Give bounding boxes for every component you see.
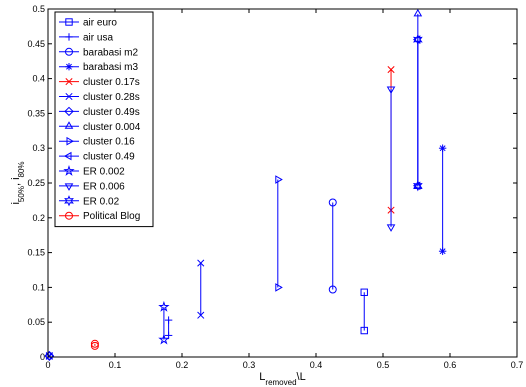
point-extra-14-high	[197, 259, 205, 267]
legend-label-air-euro: air euro	[83, 18, 117, 29]
point-cluster-0-004-high	[413, 8, 423, 17]
legend-marker-political-blog	[65, 211, 73, 220]
legend-marker-er-0-002	[63, 165, 75, 176]
point-barabasi-m2-low	[328, 285, 337, 294]
point-air-usa-high	[164, 316, 173, 324]
x-tick-label: 0.2	[176, 360, 189, 370]
axes: 0 0.1 0.2 0.3 0.4 0.5 0.6 0.7 0 0.05 0.1 0.15 0.2 0.2…	[27, 4, 523, 370]
legend-marker-barabasi-m2	[65, 47, 73, 56]
legend-marker-cluster-0-16	[66, 136, 75, 146]
x-tick-label: 0	[45, 360, 50, 370]
legend-marker-cluster-0-004	[64, 121, 74, 129]
legend-label-er-0-002: ER 0.002	[83, 167, 125, 178]
point-cluster-0-17s-high	[387, 65, 395, 74]
chart-marks	[44, 8, 447, 362]
x-tick-label: 0.7	[511, 360, 524, 370]
legend-label-cluster-0-49s: cluster 0.49s	[83, 107, 140, 118]
point-air-euro-low	[360, 326, 368, 335]
legend-marker-er-0-006	[64, 183, 74, 191]
x-tick-label: 0.1	[109, 360, 122, 370]
point-extra-14-low	[197, 311, 205, 319]
legend-label-er-0-02: ER 0.02	[83, 196, 120, 207]
legend-label-cluster-0-28s: cluster 0.28s	[83, 92, 140, 103]
point-er-0-006-high	[386, 86, 396, 95]
y-tick-label: 0.05	[27, 317, 45, 327]
point-cluster-0-16-low	[275, 283, 283, 292]
legend-label-barabasi-m2: barabasi m2	[83, 47, 138, 58]
point-cluster-0-49s-high	[44, 350, 55, 361]
y-tick-label: 0.15	[27, 248, 45, 258]
legend-marker-cluster-0-49	[63, 151, 72, 161]
point-air-euro-high	[360, 288, 368, 296]
x-tick-label: 0.5	[377, 360, 390, 370]
legend-marker-cluster-0-28s	[65, 92, 73, 101]
legend-label-er-0-006: ER 0.006	[83, 181, 125, 192]
y-tick-label: 0.45	[27, 39, 45, 49]
legend-label-cluster-0-004: cluster 0.004	[83, 122, 141, 133]
y-tick-label: 0	[40, 352, 45, 362]
point-er-0-002-low	[158, 333, 170, 345]
point-barabasi-m3-low	[438, 247, 447, 255]
legend-label-political-blog: Political Blog	[83, 211, 140, 222]
legend-marker-air-euro	[65, 18, 73, 26]
y-tick-label: 0.2	[32, 213, 45, 223]
point-political-blog-low	[90, 341, 99, 350]
legend-label-barabasi-m3: barabasi m3	[83, 62, 138, 73]
legend-marker-air-usa	[65, 33, 73, 41]
legend-label-cluster-0-49: cluster 0.49	[83, 152, 135, 163]
point-er-0-02-low	[412, 180, 423, 192]
x-tick-label: 0.4	[310, 360, 323, 370]
x-tick-label: 0.3	[243, 360, 256, 370]
legend-box	[54, 11, 154, 228]
y-tick-label: 0.35	[27, 108, 45, 118]
x-axis-label: Lremoved\L	[259, 371, 305, 387]
point-er-0-002-high	[158, 300, 170, 312]
y-axis-label: i50%, i80%	[10, 161, 26, 204]
legend-label-cluster-0-17s: cluster 0.17s	[83, 77, 140, 88]
point-barabasi-m3-high	[438, 144, 447, 152]
legend-label-air-usa: air usa	[83, 32, 113, 43]
legend-marker-barabasi-m3	[65, 62, 73, 71]
y-tick-label: 0.4	[32, 74, 45, 84]
legend-marker-cluster-0-49s	[64, 106, 74, 117]
point-cluster-0-16-high	[275, 175, 283, 184]
point-political-blog-high	[90, 339, 99, 348]
legend-label-cluster-0-16: cluster 0.16	[83, 137, 135, 148]
y-tick-label: 0.1	[32, 282, 45, 292]
x-tick-label: 0.6	[444, 360, 457, 370]
point-barabasi-m2-high	[328, 198, 337, 207]
y-tick-label: 0.25	[27, 178, 45, 188]
point-er-0-006-low	[386, 224, 396, 232]
y-tick-label: 0.3	[32, 143, 45, 153]
y-tick-label: 0.5	[32, 4, 45, 14]
legend-marker-cluster-0-17s	[65, 78, 73, 86]
point-er-0-02-high	[412, 33, 423, 46]
legend-marker-er-0-02	[64, 195, 74, 207]
legend: air euro air usa barabasi m2 barabasi m3 clu…	[54, 11, 154, 228]
